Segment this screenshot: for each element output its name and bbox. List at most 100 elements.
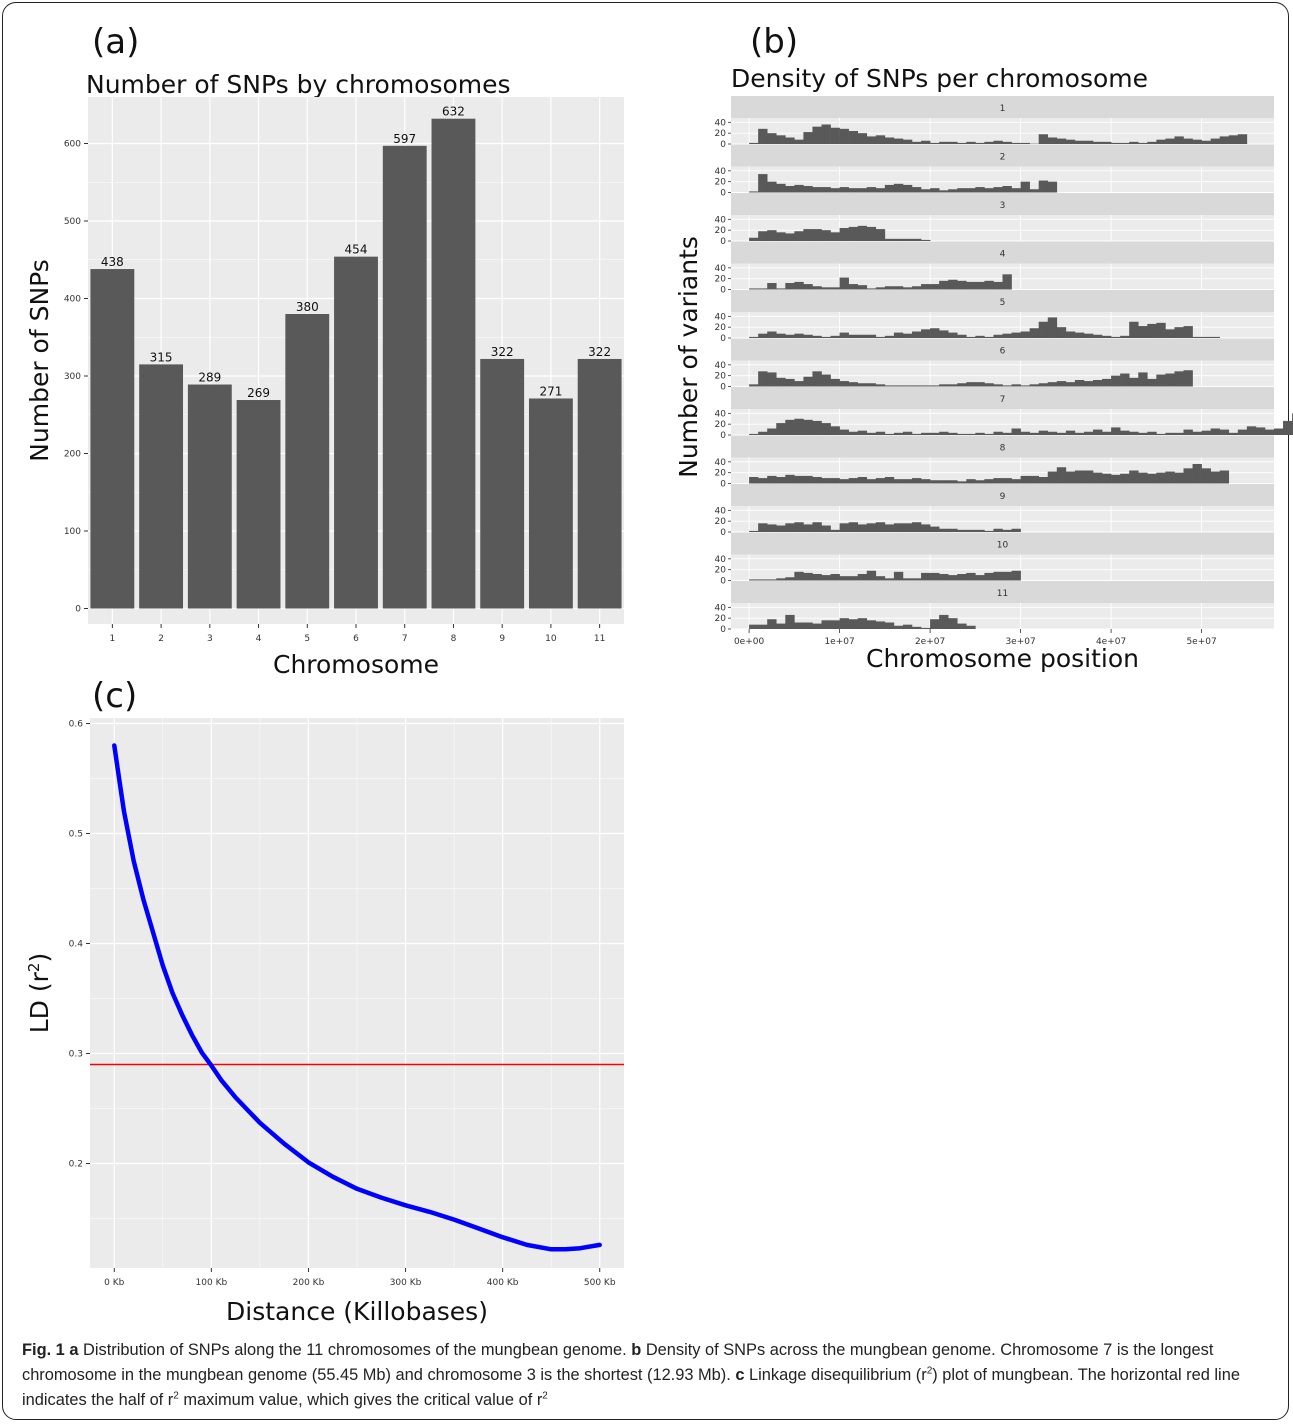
facet-y-tick-label: 0 (720, 140, 726, 150)
histogram-bin (1002, 274, 1012, 290)
histogram-bin (785, 186, 795, 193)
facet-strip-label: 4 (1000, 250, 1006, 260)
histogram-bin (1065, 139, 1076, 144)
histogram-bin (984, 433, 994, 435)
histogram-bin (884, 622, 895, 629)
histogram-bin (930, 619, 940, 629)
plot-a-y-tick-label: 0 (75, 605, 81, 615)
panel-a-title: Number of SNPs by chromosomes (86, 70, 511, 99)
plot-a-y-tick-label: 600 (64, 140, 81, 150)
histogram-bin (794, 139, 804, 144)
histogram-bin (957, 623, 967, 629)
histogram-bin (1201, 430, 1211, 435)
histogram-bin (875, 431, 886, 435)
histogram-bin (1138, 142, 1148, 144)
histogram-bin (857, 133, 868, 144)
histogram-bin (866, 570, 877, 581)
figure-caption: Fig. 1 a Distribution of SNPs along the … (22, 1338, 1274, 1413)
histogram-bin (1228, 135, 1239, 144)
histogram-bin (1056, 381, 1067, 387)
histogram-bin (866, 479, 877, 484)
histogram-bin (776, 135, 786, 144)
histogram-bin (1219, 470, 1230, 484)
bar-value-label: 380 (296, 300, 319, 314)
plot-b-x-tick-label: 2e+07 (915, 637, 945, 647)
histogram-bin (921, 284, 931, 290)
histogram-bin (866, 620, 877, 629)
histogram-bin (794, 475, 804, 484)
histogram-bin (1038, 134, 1049, 144)
facet-strip-label: 6 (1000, 347, 1006, 357)
plot-a-x-axis-title: Chromosome (273, 650, 439, 679)
histogram-bin (1111, 427, 1121, 435)
facet-y-tick-label: 20 (715, 614, 727, 624)
histogram-bin (767, 133, 777, 144)
histogram-bin (749, 433, 759, 435)
bar-chromosome-2 (139, 364, 184, 609)
histogram-bin (812, 574, 822, 581)
histogram-bin (776, 232, 786, 241)
histogram-bin (803, 376, 813, 387)
plot-a-x-tick-label: 8 (451, 634, 457, 644)
histogram-bin (848, 619, 858, 629)
histogram-bin (803, 524, 813, 532)
histogram-bin (1074, 380, 1085, 387)
histogram-bin (812, 229, 822, 241)
facet-y-tick-label: 20 (715, 275, 727, 285)
histogram-bin (749, 237, 759, 241)
histogram-bin (984, 188, 994, 193)
histogram-bin (984, 141, 994, 144)
histogram-bin (1210, 428, 1220, 435)
histogram-bin (1147, 323, 1157, 338)
bar-value-label: 269 (247, 386, 270, 400)
histogram-bin (1129, 141, 1139, 144)
histogram-bin (749, 530, 759, 532)
histogram-bin (776, 288, 786, 290)
bar-chromosome-4 (236, 400, 281, 609)
histogram-bin (785, 137, 795, 144)
histogram-bin (948, 384, 958, 387)
histogram-bin (893, 238, 904, 241)
facet-strip (731, 484, 1274, 506)
histogram-bin (812, 126, 822, 144)
histogram-bin (902, 431, 913, 435)
caption-c-text-3: maximum value, which gives the critical … (178, 1391, 543, 1409)
histogram-bin (767, 283, 777, 290)
histogram-bin (966, 433, 976, 435)
plot-c-y-tick-label: 0.2 (69, 1160, 83, 1170)
histogram-bin (758, 231, 768, 241)
histogram-bin (1246, 426, 1257, 435)
histogram-bin (993, 571, 1003, 581)
bar-value-label: 322 (588, 345, 611, 359)
histogram-bin (939, 574, 949, 581)
histogram-bin (1201, 468, 1211, 484)
histogram-bin (1120, 373, 1130, 387)
histogram-bin (966, 382, 976, 387)
histogram-bin (812, 522, 822, 532)
histogram-bin (1056, 467, 1067, 484)
histogram-bin (902, 333, 913, 338)
facet-y-tick-label: 20 (715, 323, 727, 333)
histogram-bin (767, 619, 777, 629)
histogram-bin (812, 420, 822, 435)
histogram-bin (1138, 372, 1148, 387)
histogram-bin (785, 378, 795, 387)
histogram-bin (984, 572, 994, 581)
histogram-bin (749, 191, 759, 193)
histogram-bin (794, 418, 804, 435)
histogram-bin (1020, 331, 1030, 338)
histogram-bin (821, 287, 831, 290)
histogram-bin (1056, 327, 1067, 338)
facet-strip (731, 338, 1274, 361)
facet-strip-label: 10 (997, 541, 1009, 551)
bar-chromosome-6 (334, 256, 378, 609)
histogram-bin (848, 382, 858, 387)
plot-a-y-tick-label: 500 (64, 217, 81, 227)
histogram-bin (785, 419, 795, 435)
histogram-bin (839, 429, 849, 435)
facet-strip-label: 5 (1000, 298, 1006, 308)
facet-y-tick-label: 20 (715, 469, 727, 479)
histogram-bin (1093, 429, 1103, 435)
histogram-bin (1183, 468, 1193, 484)
